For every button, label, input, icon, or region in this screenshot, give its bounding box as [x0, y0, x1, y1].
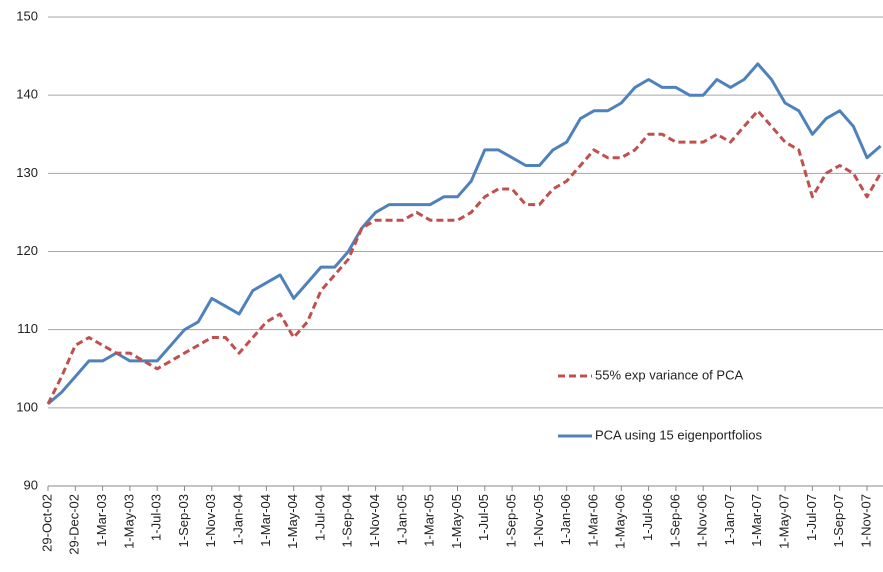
- x-tick-label: 1-Jan-04: [231, 494, 246, 545]
- y-tick-label: 100: [16, 399, 38, 414]
- y-tick-label: 120: [16, 243, 38, 258]
- x-tick-label: 1-Jan-07: [722, 494, 737, 545]
- x-tick-label: 1-Nov-04: [367, 494, 382, 547]
- x-tick-label: 1-Nov-03: [203, 494, 218, 547]
- x-tick-label: 1-Sep-05: [504, 494, 519, 547]
- y-tick-label: 150: [16, 8, 38, 23]
- x-tick-label: 1-Jan-05: [394, 494, 409, 545]
- y-tick-label: 90: [24, 477, 38, 492]
- x-tick-label: 1-Mar-06: [585, 494, 600, 547]
- series-line: [46, 109, 882, 405]
- x-tick-label: 1-Mar-05: [422, 494, 437, 547]
- x-tick-label: 29-Oct-02: [39, 494, 54, 552]
- x-tick-label: 1-May-05: [449, 494, 464, 549]
- x-tick-label: 1-May-03: [121, 494, 136, 549]
- x-tick-label: 1-Sep-07: [831, 494, 846, 547]
- x-tick-label: 1-Jul-05: [476, 494, 491, 541]
- x-tick-label: 1-May-06: [613, 494, 628, 549]
- x-tick-label: 29-Dec-02: [67, 494, 82, 555]
- x-tick-label: 1-Jul-04: [312, 494, 327, 541]
- x-tick-label: 1-Sep-06: [667, 494, 682, 547]
- x-tick-label: 1-May-07: [777, 494, 792, 549]
- legend-label: 55% exp variance of PCA: [595, 367, 743, 382]
- x-tick-label: 1-May-04: [285, 494, 300, 549]
- x-tick-label: 1-Nov-05: [531, 494, 546, 547]
- x-tick-label: 1-Mar-04: [258, 494, 273, 547]
- x-tick-label: 1-Mar-03: [94, 494, 109, 547]
- y-tick-label: 110: [17, 321, 38, 336]
- x-tick-label: 1-Jul-03: [149, 494, 164, 541]
- x-tick-label: 1-Mar-07: [749, 494, 764, 547]
- y-tick-label: 130: [16, 165, 38, 180]
- legend-label: PCA using 15 eigenportfolios: [595, 427, 762, 442]
- x-tick-label: 1-Jan-06: [558, 494, 573, 545]
- x-tick-label: 1-Jul-07: [804, 494, 819, 541]
- x-tick-label: 1-Sep-03: [176, 494, 191, 547]
- x-tick-label: 1-Jul-06: [640, 494, 655, 541]
- x-tick-label: 1-Sep-04: [340, 494, 355, 547]
- y-tick-label: 140: [16, 87, 38, 102]
- x-tick-label: 1-Nov-06: [695, 494, 710, 547]
- x-tick-label: 1-Nov-07: [858, 494, 873, 547]
- series-line: [47, 62, 882, 406]
